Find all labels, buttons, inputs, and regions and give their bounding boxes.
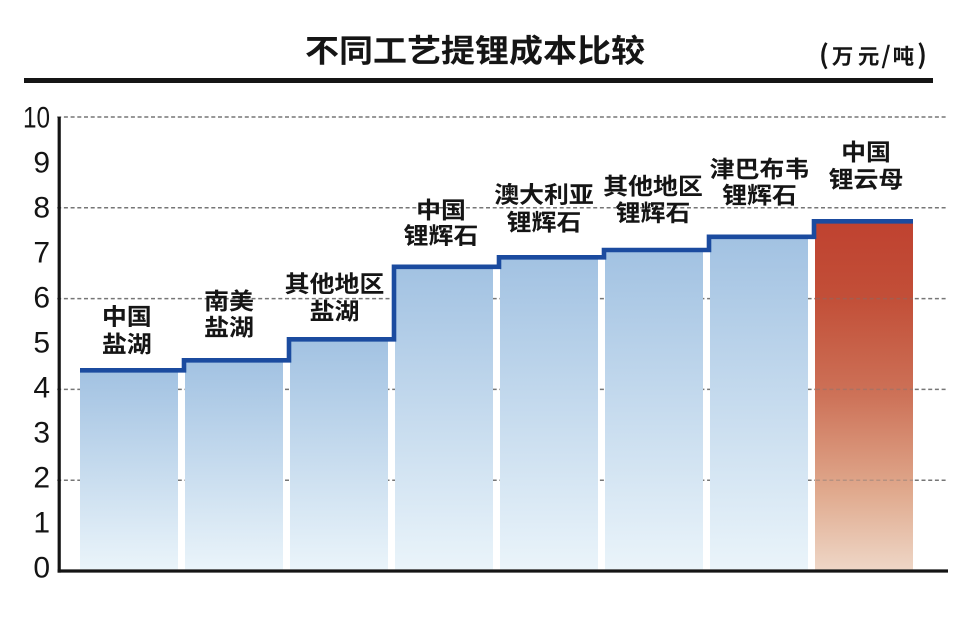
svg-text:10: 10 [23,102,50,135]
svg-text:8: 8 [33,192,50,225]
svg-text:7: 7 [33,237,50,270]
svg-text:1: 1 [33,507,50,540]
svg-text:4: 4 [33,372,50,405]
svg-text:5: 5 [33,327,50,360]
svg-text:9: 9 [33,147,50,180]
svg-text:2: 2 [33,462,50,495]
svg-text:0: 0 [33,552,50,585]
svg-text:6: 6 [33,282,50,315]
svg-text:3: 3 [33,417,50,450]
